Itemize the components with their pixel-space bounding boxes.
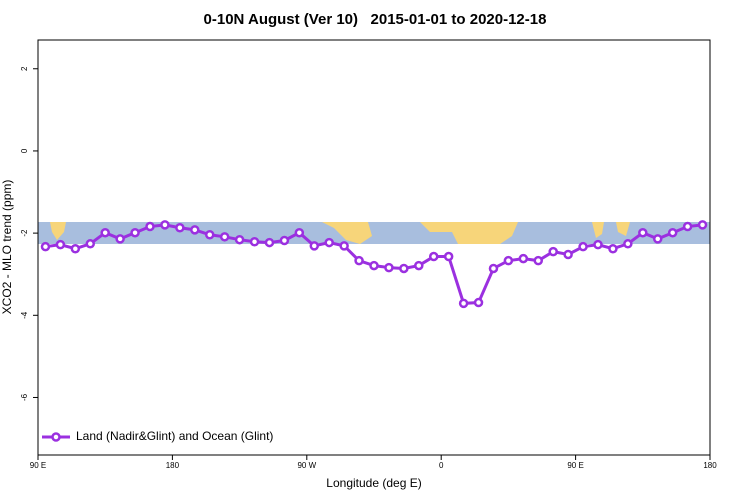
point	[219, 232, 230, 242]
point	[354, 255, 364, 266]
point	[279, 235, 290, 246]
point	[578, 241, 588, 252]
point	[697, 220, 708, 230]
point	[130, 227, 140, 238]
point	[234, 234, 245, 245]
point	[638, 227, 648, 238]
x-tick-label: 0	[439, 461, 444, 470]
legend-label: Land (Nadir&Glint) and Ocean (Glint)	[76, 429, 273, 443]
point	[145, 221, 155, 232]
point	[339, 241, 349, 251]
point	[384, 262, 394, 273]
point	[399, 263, 409, 274]
point	[473, 297, 484, 308]
x-tick-label: 90 E	[567, 461, 583, 470]
point	[190, 225, 200, 235]
point	[264, 237, 275, 248]
y-tick-label: -6	[20, 393, 29, 401]
point	[488, 263, 499, 274]
y-axis-label: XCO2 - MLO trend (ppm)	[0, 180, 14, 315]
point	[428, 251, 439, 262]
y-tick-label: -4	[20, 311, 29, 319]
x-tick-label: 180	[166, 461, 180, 470]
legend-marker	[51, 432, 61, 442]
point	[548, 246, 558, 257]
point	[249, 236, 260, 247]
y-tick-label: 0	[20, 148, 29, 153]
x-tick-label: 180	[703, 461, 717, 470]
point	[533, 255, 544, 266]
point	[682, 221, 693, 232]
point	[204, 230, 215, 240]
point	[175, 223, 185, 233]
point	[652, 234, 663, 244]
point	[160, 220, 170, 230]
point	[458, 298, 469, 309]
point	[593, 239, 603, 250]
point	[518, 253, 529, 264]
point	[563, 249, 573, 260]
point	[40, 241, 51, 252]
point	[369, 260, 379, 271]
x-tick-label: 90 E	[30, 461, 46, 470]
point	[55, 239, 66, 250]
point	[608, 243, 618, 254]
point	[443, 251, 454, 262]
point	[100, 227, 110, 238]
point	[115, 234, 125, 244]
chart-title: 0-10N August (Ver 10) 2015-01-01 to 2020…	[204, 11, 547, 28]
y-tick-label: 2	[20, 66, 29, 71]
point	[503, 255, 514, 266]
point	[623, 239, 633, 249]
x-tick-label: 90 W	[297, 461, 316, 470]
point	[414, 260, 424, 271]
point	[70, 243, 81, 254]
point	[309, 241, 320, 251]
y-tick-label: -2	[20, 229, 29, 237]
point	[294, 227, 305, 238]
map-strip	[38, 222, 710, 244]
plot-frame	[37, 39, 711, 456]
x-axis-label: Longitude (deg E)	[326, 476, 421, 490]
point	[85, 239, 96, 249]
point	[324, 237, 334, 248]
point	[667, 227, 678, 238]
